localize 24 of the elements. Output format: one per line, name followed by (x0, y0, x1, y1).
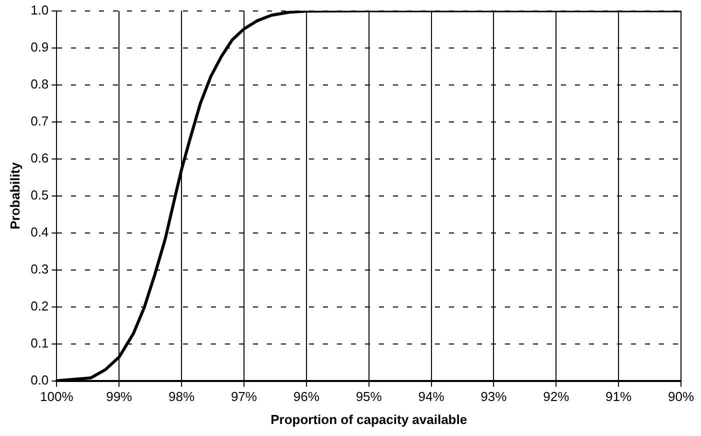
y-tick-label: 0.8 (30, 76, 49, 92)
x-tick-label: 98% (168, 389, 195, 404)
x-tick-label: 93% (480, 389, 508, 404)
y-tick-label: 0.0 (30, 372, 49, 388)
y-tick-label: 0.6 (30, 150, 49, 166)
y-tick-label: 0.7 (30, 113, 49, 128)
y-tick-label: 0.2 (30, 298, 49, 314)
x-tick-label: 97% (230, 389, 258, 404)
x-tick-label: 95% (356, 389, 382, 404)
x-tick-label: 100% (40, 389, 74, 404)
x-tick-label: 91% (606, 389, 632, 404)
y-tick-label: 0.1 (30, 335, 49, 350)
y-tick-label: 0.3 (30, 261, 49, 276)
x-tick-label: 96% (293, 389, 320, 404)
y-tick-label: 1.0 (30, 2, 49, 18)
y-tick-label: 0.4 (30, 224, 49, 240)
y-axis-title: Probability (7, 161, 22, 230)
x-tick-label: 90% (668, 389, 694, 404)
y-tick-label: 0.9 (30, 39, 49, 54)
x-tick-label: 92% (543, 389, 570, 404)
y-tick-label: 0.5 (30, 187, 49, 202)
x-tick-label: 99% (106, 389, 133, 404)
x-axis-title: Proportion of capacity available (270, 412, 468, 427)
x-tick-label: 94% (418, 389, 445, 404)
